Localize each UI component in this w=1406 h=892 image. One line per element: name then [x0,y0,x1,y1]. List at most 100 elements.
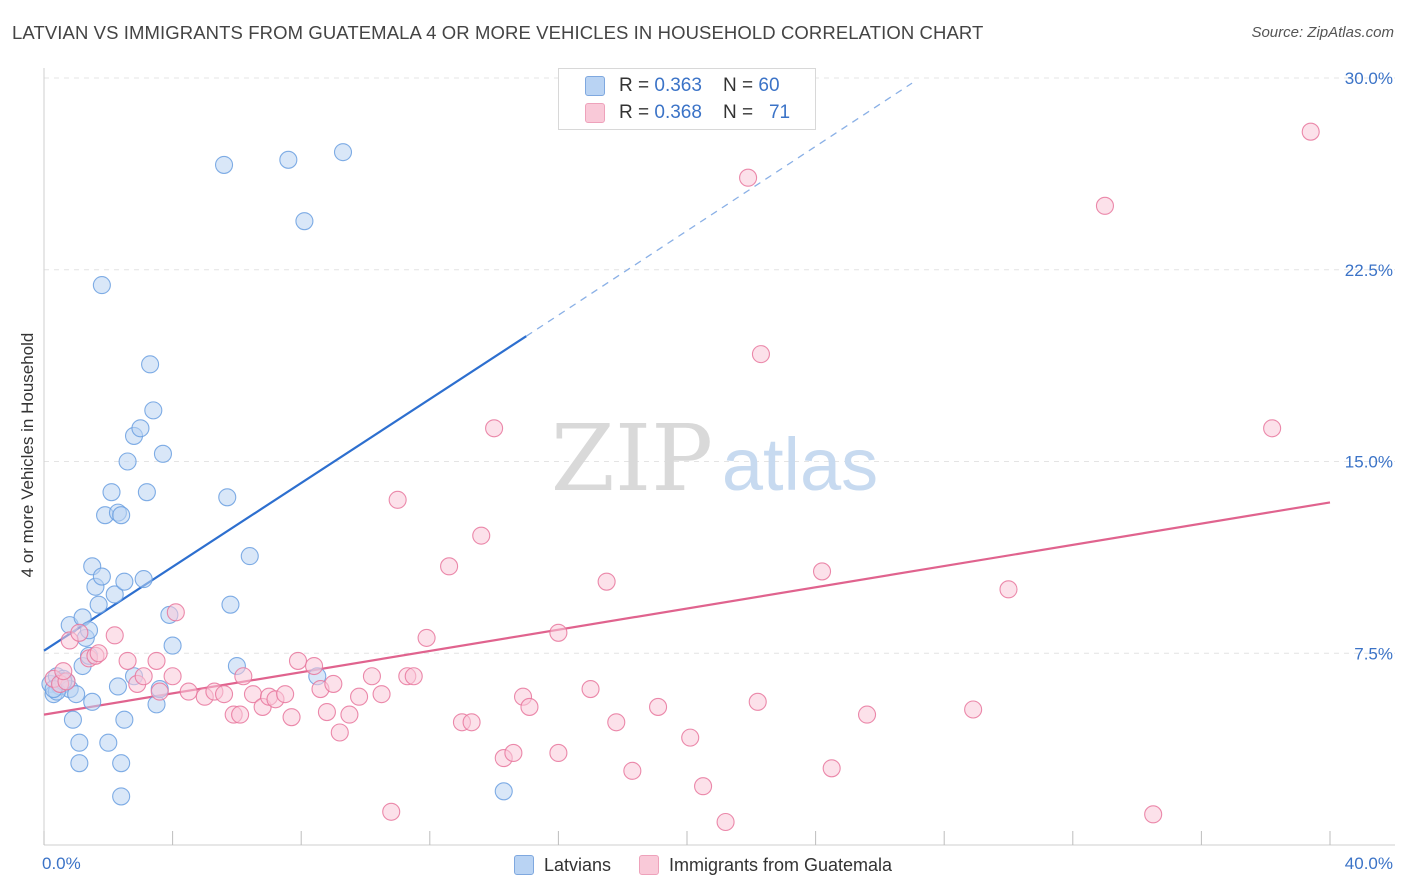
data-point [607,713,626,732]
x-tick-label: 40.0% [1345,854,1393,873]
data-point [144,401,163,420]
x-tick-label: 0.0% [42,854,81,873]
data-point [54,662,73,681]
data-point [147,651,166,670]
r-label: R = [619,102,655,123]
legend-label-latvians: Latvians [543,854,611,875]
data-point [472,526,491,545]
data-point [63,710,82,729]
stats-swatch-latvians [585,76,605,96]
legend-label-guatemala: Immigrants from Guatemala [668,854,893,875]
data-point [131,419,150,438]
data-point [118,651,137,670]
data-point [92,276,111,295]
data-point [372,685,391,704]
data-point [504,743,523,763]
data-point [999,580,1018,599]
data-point [89,595,108,614]
data-point [276,685,295,704]
series-guatemala [44,122,1320,832]
data-point [150,682,169,701]
y-tick-label: 15.0% [1345,453,1393,472]
source-label: Source: ZipAtlas.com [1251,24,1394,41]
data-point [83,692,102,711]
trend-lines [43,82,1331,716]
legend: Latvians Immigrants from Guatemala [0,851,1406,879]
stats-row-latvians: R = 0.363 N = 60 [585,73,780,99]
watermark-zip: ZIP [551,405,713,512]
data-point [333,143,353,162]
data-point [462,713,481,732]
data-point [279,150,298,169]
data-point [102,483,121,502]
data-point [70,623,89,642]
data-point [67,685,86,704]
data-point [1263,419,1282,438]
data-point [70,754,89,773]
data-point [89,644,108,663]
data-point [234,667,253,686]
data-point [282,708,301,727]
data-point [218,488,237,507]
data-point [388,490,407,509]
data-point [404,667,423,686]
data-point [134,570,153,589]
data-point [134,667,153,686]
axes [43,68,1395,846]
data-point [105,585,124,604]
data-point [295,212,314,231]
data-point [118,452,137,471]
data-point [716,812,735,832]
data-point [1144,805,1163,824]
data-point [623,761,642,780]
data-point [549,743,568,763]
data-point [649,697,668,716]
n-value: 71 [768,102,791,123]
data-point [340,705,359,724]
trend-line [43,335,527,652]
data-point [163,636,182,655]
data-point [581,679,600,699]
data-point [1095,196,1114,215]
data-point [70,733,89,752]
y-tick-label: 22.5% [1345,261,1393,280]
data-point [231,705,250,724]
data-point [153,444,173,463]
r-value: 0.363 [654,75,702,96]
data-point [520,697,539,716]
data-point [694,777,713,796]
data-point [112,506,131,525]
data-point [748,692,767,711]
y-tick-label: 30.0% [1345,69,1393,88]
n-label: N = [723,75,759,96]
data-point [179,682,198,701]
data-point [681,728,700,747]
data-point [549,623,568,642]
data-point [137,483,156,502]
data-point [597,572,616,591]
data-point [141,355,160,374]
trend-line [43,501,1331,716]
data-point [221,595,240,614]
stats-row-guatemala: R = 0.368 N = 71 [585,100,791,126]
data-point [115,710,134,729]
data-point [494,782,513,801]
grid-lines [44,77,1395,654]
data-point [214,155,234,174]
data-point [305,656,324,676]
legend-swatch-latvians [513,855,534,875]
r-label: R = [619,75,655,96]
data-point [485,419,504,438]
data-point [163,667,182,686]
data-point [317,703,336,722]
data-point [964,700,983,719]
n-value: 60 [758,75,780,96]
data-point [440,557,459,576]
y-tick-label: 7.5% [1354,644,1393,663]
data-point [108,677,127,696]
data-point [240,547,259,566]
watermark: ZIP atlas [551,405,878,512]
legend-item-latvians[interactable]: Latvians [513,854,611,876]
legend-item-guatemala[interactable]: Immigrants from Guatemala [638,854,893,876]
